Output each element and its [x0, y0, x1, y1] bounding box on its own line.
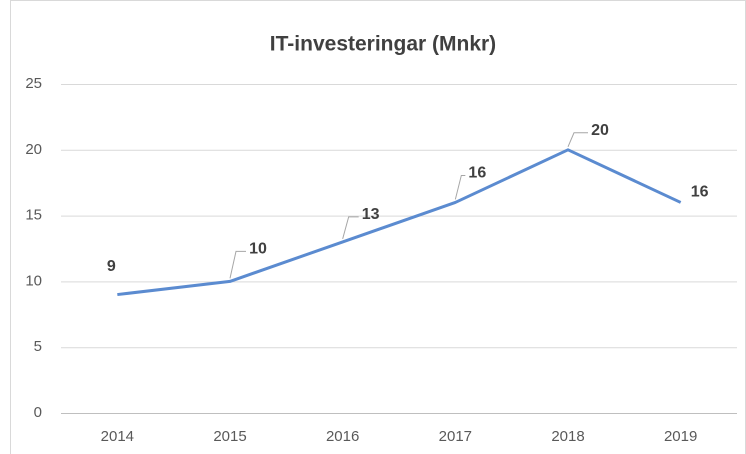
x-tick-label: 2017 — [439, 428, 472, 445]
y-tick-label: 5 — [34, 338, 42, 355]
y-tick-label: 15 — [25, 207, 42, 224]
y-tick-label: 20 — [25, 141, 42, 158]
leader-line — [229, 250, 246, 279]
data-label: 16 — [468, 165, 486, 182]
line-series — [117, 148, 682, 297]
data-label: 20 — [591, 122, 609, 139]
x-tick-label: 2015 — [213, 428, 246, 445]
x-tick-label: 2019 — [664, 428, 697, 445]
leader-line — [342, 216, 359, 240]
data-label: 16 — [691, 184, 709, 201]
data-label: 13 — [362, 206, 380, 223]
chart-border — [10, 0, 746, 454]
y-tick-label: 25 — [25, 75, 42, 92]
x-tick-label: 2016 — [326, 428, 359, 445]
y-tick-label: 0 — [34, 404, 42, 421]
x-tick-label: 2018 — [551, 428, 584, 445]
y-tick-label: 10 — [25, 272, 42, 289]
chart-title: IT-investeringar (Mnkr) — [270, 33, 496, 56]
leader-line — [454, 174, 466, 200]
data-label: 9 — [107, 258, 116, 275]
data-label: 10 — [249, 241, 267, 258]
leader-line — [567, 132, 588, 147]
x-tick-label: 2014 — [101, 428, 134, 445]
